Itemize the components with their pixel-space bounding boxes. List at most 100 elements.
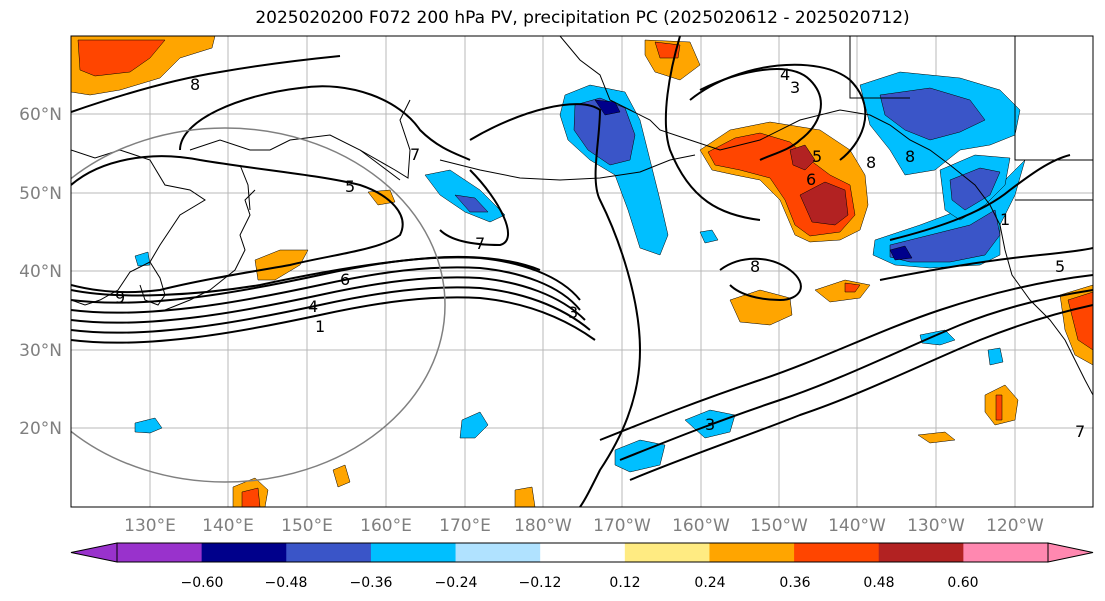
coast-kamchatka [359, 99, 411, 179]
colorbar-tick-label: −0.60 [181, 575, 224, 591]
precip-blue-sub-3 [459, 411, 489, 439]
coast-alaska [559, 36, 1001, 226]
colorbar-tick-label: 0.24 [694, 575, 725, 591]
contour-label: 8 [866, 153, 876, 172]
contour-label: 4 [308, 297, 318, 316]
coast-korea [139, 261, 166, 306]
contour-label: 1 [1000, 210, 1010, 229]
coast-rocky [1014, 36, 1093, 161]
precip-blue-sub-7 [699, 229, 719, 244]
coast-okhotsk [189, 134, 401, 181]
pv-contour-3-trough [469, 103, 642, 507]
precip-blue-sub-6 [987, 347, 1004, 366]
lat-label: 60°N [19, 105, 62, 125]
colorbar-swatch [117, 543, 203, 562]
colorbar-tick-label: 0.36 [779, 575, 810, 591]
precip-navy-gulf-1 [594, 99, 621, 116]
contour-label: 5 [1055, 257, 1065, 276]
lon-label: 120°W [986, 516, 1044, 536]
pv-contour-east-2 [879, 247, 1093, 281]
coast-aleutians [439, 154, 696, 181]
contour-label: 3 [705, 415, 715, 434]
colorbar-tick-label: −0.12 [519, 575, 562, 591]
contour-label: 6 [806, 170, 816, 189]
pv-contour-ridge-2 [699, 68, 822, 161]
latitude-labels: 60°N 50°N 40°N 30°N 20°N [19, 105, 62, 439]
map-title: 2025020200 F072 200 hPa PV, precipitatio… [255, 8, 910, 28]
lon-label: 160°W [672, 516, 730, 536]
colorbar-tick-label: 0.48 [863, 575, 894, 591]
lon-label: 140°W [828, 516, 886, 536]
colorbar-tick-label: 0.60 [947, 575, 978, 591]
contour-label: 7 [1075, 422, 1085, 441]
lat-label: 20°N [19, 419, 62, 439]
lon-label: 150°W [750, 516, 808, 536]
precip-darkblue-bc [879, 87, 986, 141]
colorbar-swatch [455, 543, 541, 562]
colorbar-swatch [624, 543, 710, 562]
precip-blue-japan-sea [134, 251, 151, 267]
colorbar-tick-label: 0.12 [609, 575, 640, 591]
contour-label: 3 [568, 303, 578, 322]
contour-label-group: 8 7 6 5 4 3 1 9 7 8 4 3 5 6 8 7 3 8 1 5 [115, 65, 1085, 441]
pv-contour-jet-3 [71, 276, 586, 324]
pv-contour-8-east [719, 257, 802, 302]
pv-contour-ridge-3 [689, 63, 867, 161]
precip-darkred-kodiak [799, 181, 849, 226]
lon-label: 140°E [202, 516, 254, 536]
lon-label: 170°E [439, 516, 491, 536]
precip-orange-mid-2 [814, 279, 871, 303]
precip-navy-seattle [889, 245, 913, 261]
precip-orange-south-4 [917, 431, 956, 444]
colorbar-swatch [709, 543, 795, 562]
precip-darkred-kodiak-2 [789, 144, 816, 171]
contour-label: 4 [780, 65, 790, 84]
precip-orange-aleut-w [367, 189, 396, 206]
colorbar [70, 542, 1094, 563]
colorbar-min-arrow [70, 542, 118, 563]
pv-contour-jet-4 [71, 286, 591, 334]
coast-asia [71, 149, 206, 306]
contour-label: 5 [812, 147, 822, 166]
longitude-labels: 130°E 140°E 150°E 160°E 170°E 180°W 170°… [124, 516, 1044, 536]
lon-label: 170°W [593, 516, 651, 536]
pv-contour-low-3 [629, 304, 1093, 481]
pv-contour-7-mid [439, 169, 510, 247]
lat-label: 50°N [19, 184, 62, 204]
precip-red-mid-2 [844, 282, 861, 293]
contour-label: 7 [475, 234, 485, 253]
precip-red-hawaii-ne [995, 394, 1003, 421]
pv-contour-low-2 [619, 289, 1093, 461]
colorbar-swatch [794, 543, 880, 562]
precip-red-south-1 [241, 487, 261, 507]
contour-label: 9 [115, 288, 125, 307]
colorbar-swatch [201, 543, 287, 562]
pv-contour-jet-5 [71, 296, 596, 344]
pv-contour-7-loop [179, 85, 471, 161]
contour-label: 6 [340, 270, 350, 289]
precip-darkblue-bc-2 [949, 167, 1001, 211]
coast-sakhalin [239, 164, 251, 211]
pv-contour-ridge-1 [664, 36, 761, 221]
colorbar-tick-label: −0.24 [435, 575, 478, 591]
colorbar-swatch [540, 543, 626, 562]
contour-label: 3 [790, 78, 800, 97]
pv-contour-8-north [71, 55, 341, 113]
pv-contour-jet-2 [71, 266, 581, 314]
precip-blue-sub-4 [134, 417, 163, 434]
contour-label: 8 [905, 147, 915, 166]
lon-label: 130°W [907, 516, 965, 536]
precip-orange-south-2 [332, 464, 351, 488]
colorbar-swatch [963, 543, 1049, 562]
lat-label: 40°N [19, 262, 62, 282]
colorbar-tick-label: −0.48 [265, 575, 308, 591]
lon-label: 160°E [360, 516, 412, 536]
pv-contour-jet-1 [71, 256, 581, 304]
contour-label: 7 [410, 145, 420, 164]
colorbar-tick-label: −0.36 [350, 575, 393, 591]
pv-contour-east-1 [889, 154, 1071, 241]
colorbar-ticks: −0.60 −0.48 −0.36 −0.24 −0.12 0.12 0.24 … [181, 575, 979, 591]
colorbar-swatch [286, 543, 372, 562]
precip-red-nw [77, 39, 166, 77]
